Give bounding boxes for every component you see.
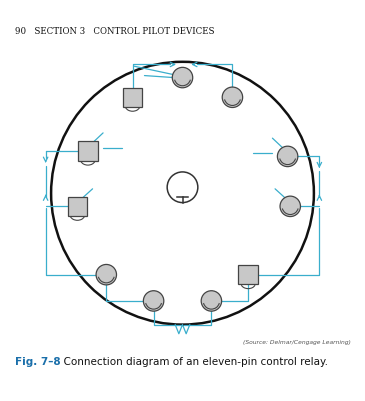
Bar	[123, 87, 142, 107]
Text: Fig. 7–8: Fig. 7–8	[15, 357, 60, 367]
Circle shape	[172, 67, 193, 88]
Circle shape	[143, 291, 164, 311]
Bar	[78, 142, 97, 161]
Circle shape	[277, 146, 298, 167]
Text: (Source: Delmar/Cengage Learning): (Source: Delmar/Cengage Learning)	[242, 340, 350, 345]
Bar	[238, 265, 258, 284]
Circle shape	[96, 264, 116, 285]
Circle shape	[280, 196, 300, 217]
Bar	[68, 196, 87, 216]
Circle shape	[201, 291, 222, 311]
Text: 90   SECTION 3   CONTROL PILOT DEVICES: 90 SECTION 3 CONTROL PILOT DEVICES	[15, 27, 214, 36]
Text: Connection diagram of an eleven-pin control relay.: Connection diagram of an eleven-pin cont…	[57, 357, 327, 367]
Circle shape	[222, 87, 243, 107]
